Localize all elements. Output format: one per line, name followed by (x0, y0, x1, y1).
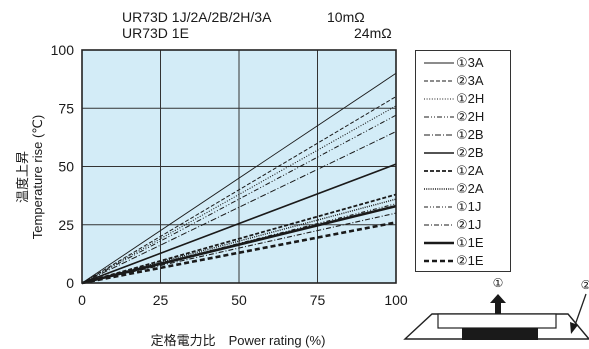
legend-label: ②2H (456, 108, 485, 124)
legend-label: ②1E (456, 252, 484, 268)
arrow-2-head (570, 322, 578, 334)
diagram-label-2: ② (581, 278, 589, 292)
legend-label: ①2H (456, 90, 485, 106)
legend-swatch (424, 151, 454, 154)
diagram-label-1: ① (493, 276, 504, 290)
y-axis-label-en: Temperature rise (℃) (30, 114, 45, 240)
legend-label: ②2B (456, 144, 484, 160)
legend-item: ①2A (422, 162, 484, 179)
series-line (81, 114, 397, 284)
legend-label: ①1J (456, 198, 482, 214)
chart-legend: ①3A ②3A ①2H ②2H ①2B ②2B ①2A ②2A ①1J ②1J ①1E ②1E (415, 50, 511, 272)
legend-label: ①3A (456, 54, 484, 70)
x-tick-label: 0 (78, 292, 86, 308)
header-model-line1: UR73D 1J/2A/2B/2H/3A (122, 9, 272, 25)
legend-item: ②1E (422, 252, 484, 269)
header-value-line1: 10mΩ (327, 9, 365, 25)
series-line (81, 221, 397, 285)
legend-item: ①2H (422, 90, 484, 107)
resistor-element (462, 328, 538, 340)
x-axis-label: 定格電力比 Power rating (%) (150, 333, 326, 348)
x-tick-label: 100 (384, 292, 408, 308)
y-tick-label: 75 (58, 100, 74, 116)
header-value-line2: 24mΩ (354, 25, 392, 41)
legend-label: ②2A (456, 180, 484, 196)
legend-label: ①1E (456, 234, 484, 250)
legend-swatch (424, 187, 454, 190)
legend-label: ①2B (456, 126, 484, 142)
x-tick-label: 25 (153, 292, 169, 308)
legend-swatch (424, 97, 454, 100)
legend-swatch (424, 62, 454, 63)
legend-swatch (424, 241, 454, 244)
y-tick-label: 25 (58, 217, 74, 233)
legend-swatch (424, 134, 454, 135)
legend-swatch (424, 80, 454, 81)
legend-item: ②2H (422, 108, 484, 125)
series-line (81, 163, 397, 284)
y-tick-label: 100 (51, 42, 75, 58)
y-tick-label: 0 (66, 275, 74, 291)
legend-item: ②1J (422, 216, 481, 233)
plot-frame (81, 49, 397, 284)
arrow-1 (490, 294, 506, 314)
legend-item: ①3A (422, 54, 484, 71)
y-axis-label-jp: 温度上昇 (15, 150, 30, 204)
series-line (81, 105, 397, 284)
legend-item: ②2A (422, 180, 484, 197)
y-tick-label: 50 (58, 159, 74, 175)
series-line (81, 198, 397, 284)
legend-swatch (424, 116, 454, 117)
series-line (81, 131, 397, 284)
legend-item: ①1E (422, 234, 484, 251)
legend-item: ①2B (422, 126, 484, 143)
series-line (81, 193, 397, 284)
header-model-line2: UR73D 1E (122, 25, 189, 41)
legend-swatch (424, 223, 454, 226)
x-tick-label: 75 (310, 292, 326, 308)
legend-item: ②3A (422, 72, 484, 89)
x-tick-label: 50 (231, 292, 247, 308)
legend-swatch (424, 259, 454, 262)
legend-item: ②2B (422, 144, 484, 161)
legend-swatch (424, 205, 454, 208)
series-line (81, 96, 397, 284)
resistor-top-layer (437, 313, 557, 329)
y-axis-label: 温度上昇 Temperature rise (℃) (15, 115, 45, 239)
series-line (81, 204, 397, 285)
legend-label: ①2A (456, 162, 484, 178)
legend-label: ②3A (456, 72, 484, 88)
series-line (81, 72, 397, 284)
legend-swatch (424, 169, 454, 172)
arrow-2-shaft (573, 293, 587, 329)
legend-item: ①1J (422, 198, 481, 215)
legend-label: ②1J (456, 216, 482, 232)
